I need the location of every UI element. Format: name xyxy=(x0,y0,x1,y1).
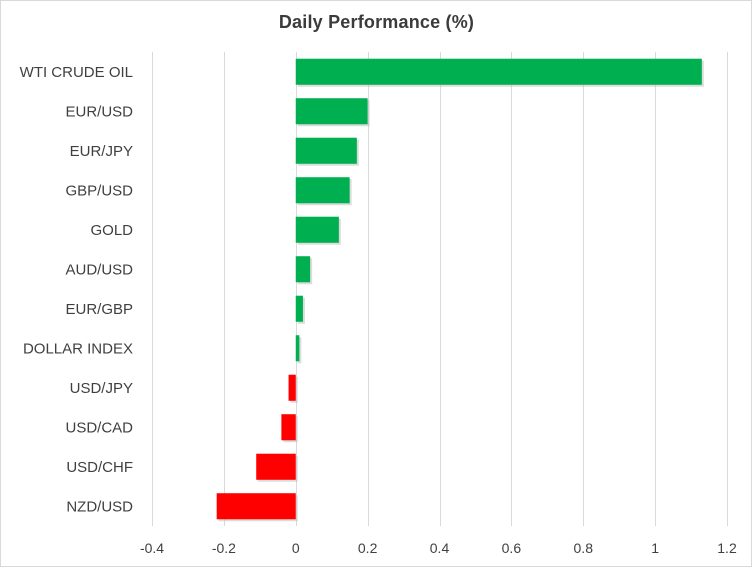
chart-title: Daily Performance (%) xyxy=(278,12,475,32)
category-label: GBP/USD xyxy=(65,182,133,199)
x-tick-label: 0.4 xyxy=(430,540,450,556)
x-tick-label: -0.4 xyxy=(140,540,164,556)
bar xyxy=(295,177,350,204)
category-label: EUR/USD xyxy=(65,103,133,120)
bar xyxy=(295,335,300,362)
category-label: GOLD xyxy=(90,222,133,239)
bar xyxy=(295,98,368,125)
bar xyxy=(295,137,357,164)
category-label: EUR/GBP xyxy=(65,301,133,318)
bar xyxy=(281,414,296,441)
category-label: WTI CRUDE OIL xyxy=(20,64,133,81)
category-label: DOLLAR INDEX xyxy=(23,340,133,357)
bar xyxy=(256,453,296,480)
x-tick-label: 0 xyxy=(292,540,300,556)
bar xyxy=(295,256,311,283)
x-tick-label: -0.2 xyxy=(212,540,236,556)
category-label: USD/JPY xyxy=(70,380,133,397)
x-tick-label: 0.8 xyxy=(574,540,594,556)
grid-layer xyxy=(152,52,728,526)
category-labels: WTI CRUDE OIL EUR/USD EUR/JPY GBP/USD GOLD AU… xyxy=(20,64,134,516)
bar xyxy=(288,374,296,401)
x-tick-label: 1 xyxy=(651,540,659,556)
x-tick-label: 0.6 xyxy=(502,540,522,556)
x-tick-labels: -0.4 -0.2 0 0.2 0.4 0.6 0.8 1 1.2 xyxy=(140,540,737,556)
x-tick-label: 0.2 xyxy=(358,540,378,556)
category-label: USD/CAD xyxy=(65,419,133,436)
category-label: NZD/USD xyxy=(66,498,133,515)
bar xyxy=(295,58,702,85)
bar xyxy=(295,216,339,243)
x-tick-label: 1.2 xyxy=(717,540,737,556)
category-label: USD/CHF xyxy=(66,459,133,476)
category-label: AUD/USD xyxy=(65,261,133,278)
bar-layer xyxy=(216,58,704,522)
category-label: EUR/JPY xyxy=(70,143,133,160)
bar-shadow xyxy=(297,337,302,364)
bar xyxy=(295,295,303,322)
bar xyxy=(216,493,296,520)
